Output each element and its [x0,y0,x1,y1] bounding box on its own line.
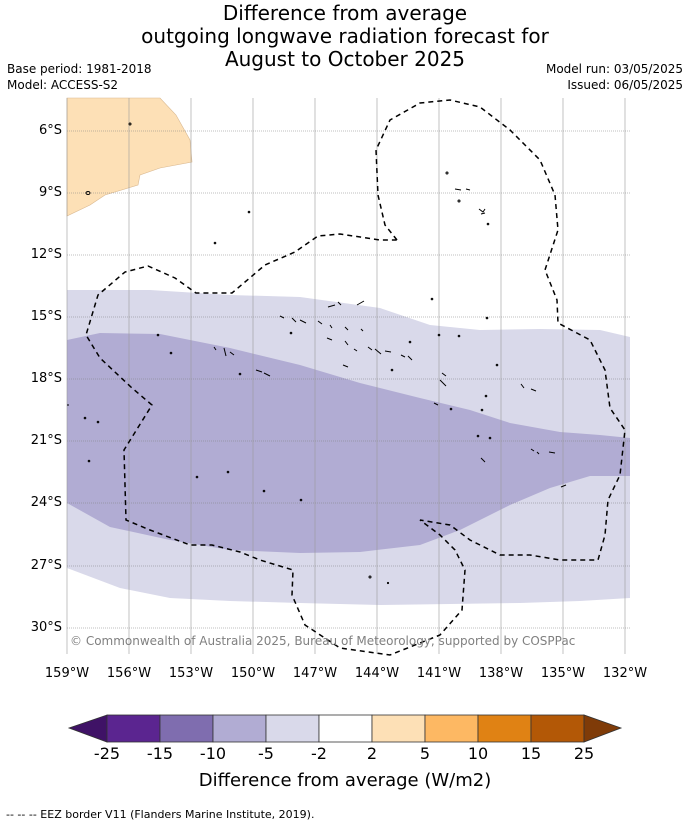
lat-label-21s: 21°S [30,433,62,448]
colorbar-swatch-15-25 [530,714,585,743]
colorbar-swatch-minus10-minus5 [212,714,267,743]
lat-label-15s: 15°S [30,309,62,324]
anomaly-zone-plus2-plus5 [66,97,193,217]
lat-label-27s: 27°S [30,558,62,573]
lon-label-147w: 147°W [292,666,338,681]
colorbar-tick-minus25: -25 [93,744,121,763]
colorbar-tick-25: 25 [573,744,595,763]
copyright-notice: © Commonwealth of Australia 2025, Bureau… [70,634,576,648]
colorbar-tick-5: 5 [419,744,431,763]
lon-label-159w: 159°W [44,666,90,681]
anomaly-zone-minus10-minus5 [67,333,630,553]
issued-date: Issued: 06/05/2025 [567,78,683,92]
colorbar-swatch-2-5 [371,714,426,743]
colorbar-swatch-below-25 [67,714,108,743]
model-run: Model run: 03/05/2025 [545,62,683,76]
colorbar-swatch-minus25-minus15 [106,714,161,743]
colorbar-swatch-minus15-minus10 [159,714,214,743]
lat-label-18s: 18°S [30,371,62,386]
lon-label-153w: 153°W [168,666,214,681]
lat-label-30s: 30°S [30,620,62,635]
lon-label-135w: 135°W [540,666,586,681]
title-line-2: outgoing longwave radiation forecast for [141,24,549,48]
lon-label-144w: 144°W [354,666,400,681]
lon-label-156w: 156°W [106,666,152,681]
colorbar-title: Difference from average (W/m2) [198,770,492,791]
colorbar-tick-minus15: -15 [146,744,174,763]
lat-label-9s: 9°S [38,185,62,200]
model-name: Model: ACCESS-S2 [7,78,119,92]
eez-legend-footer: -- -- -- EEZ border V11 (Flanders Marine… [6,808,315,821]
colorbar-tick-minus5: -5 [258,744,274,763]
coastlines [67,122,567,585]
colorbar-tick-10: 10 [467,744,489,763]
meridians [66,98,626,654]
lon-label-141w: 141°W [416,666,462,681]
colorbar [67,714,623,743]
lon-label-132w: 132°W [602,666,648,681]
colorbar-swatch-minus5-minus2 [265,714,320,743]
colorbar-swatch-above-25 [583,714,623,743]
colorbar-tick-15: 15 [520,744,542,763]
colorbar-swatch-10-15 [477,714,532,743]
colorbar-tick-minus10: -10 [199,744,227,763]
colorbar-tick-minus2: -2 [311,744,327,763]
base-period: Base period: 1981-2018 [7,62,152,76]
title-line-3: August to October 2025 [224,47,466,71]
title-line-1: Difference from average [222,1,468,25]
lat-label-6s: 6°S [38,123,62,138]
lon-label-138w: 138°W [478,666,524,681]
colorbar-swatch-minus2-2 [318,714,373,743]
lat-label-12s: 12°S [30,247,62,262]
colorbar-swatch-5-10 [424,714,479,743]
lon-label-150w: 150°W [230,666,276,681]
colorbar-tick-2: 2 [366,744,378,763]
lat-label-24s: 24°S [30,495,62,510]
